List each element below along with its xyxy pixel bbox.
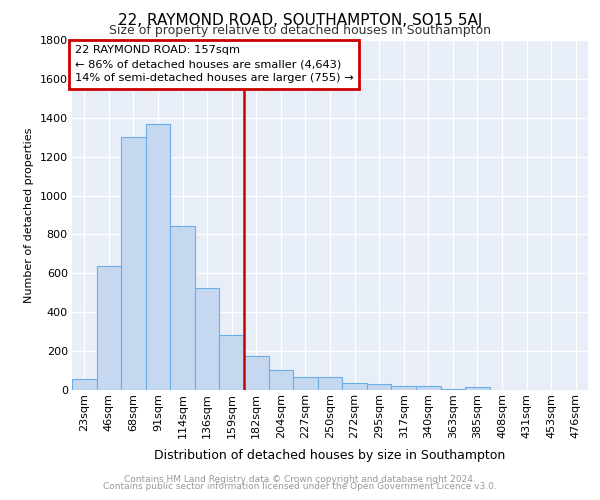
Bar xyxy=(170,226,195,390)
Bar xyxy=(195,288,220,390)
Bar xyxy=(72,380,97,390)
Bar xyxy=(440,389,465,390)
Bar xyxy=(318,378,342,390)
Bar xyxy=(342,383,367,390)
Bar xyxy=(146,124,170,390)
X-axis label: Distribution of detached houses by size in Southampton: Distribution of detached houses by size … xyxy=(154,449,506,462)
Bar xyxy=(293,378,318,390)
Text: 22, RAYMOND ROAD, SOUTHAMPTON, SO15 5AJ: 22, RAYMOND ROAD, SOUTHAMPTON, SO15 5AJ xyxy=(118,12,482,28)
Bar xyxy=(391,386,416,390)
Text: Contains public sector information licensed under the Open Government Licence v3: Contains public sector information licen… xyxy=(103,482,497,491)
Bar xyxy=(97,266,121,390)
Bar xyxy=(416,386,440,390)
Bar xyxy=(269,370,293,390)
Text: 22 RAYMOND ROAD: 157sqm
← 86% of detached houses are smaller (4,643)
14% of semi: 22 RAYMOND ROAD: 157sqm ← 86% of detache… xyxy=(74,46,353,84)
Bar xyxy=(465,387,490,390)
Text: Contains HM Land Registry data © Crown copyright and database right 2024.: Contains HM Land Registry data © Crown c… xyxy=(124,475,476,484)
Bar xyxy=(220,334,244,390)
Text: Size of property relative to detached houses in Southampton: Size of property relative to detached ho… xyxy=(109,24,491,37)
Bar xyxy=(244,356,269,390)
Y-axis label: Number of detached properties: Number of detached properties xyxy=(24,128,34,302)
Bar xyxy=(367,384,391,390)
Bar xyxy=(121,137,146,390)
